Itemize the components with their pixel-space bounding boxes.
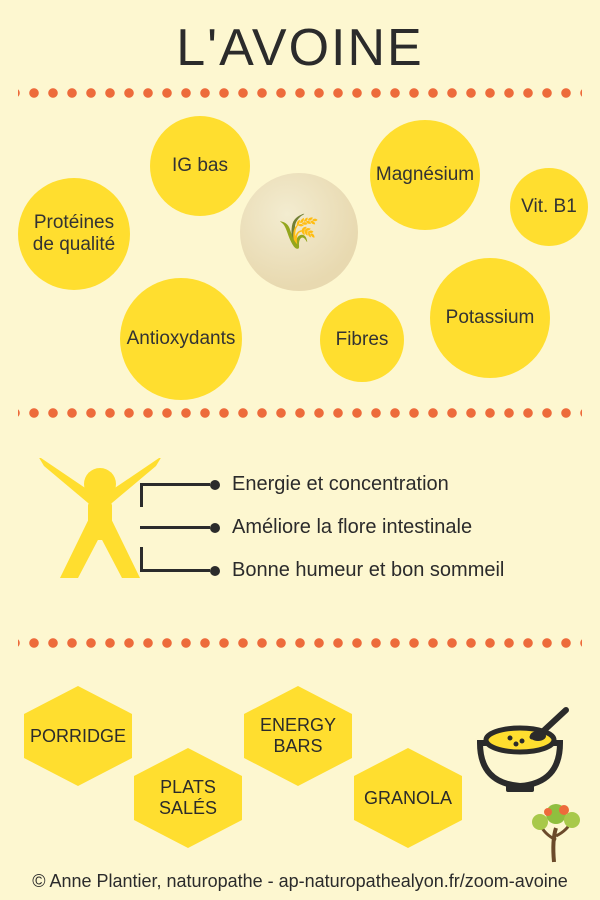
- nutrient-bubble: Magnésium: [370, 120, 480, 230]
- nutrient-bubble: IG bas: [150, 116, 250, 216]
- benefit-item: Bonne humeur et bon sommeil: [140, 559, 504, 582]
- benefit-text: Bonne humeur et bon sommeil: [232, 559, 504, 582]
- nutrient-bubble: Antioxydants: [120, 278, 242, 400]
- nutrient-bubble: Fibres: [320, 298, 404, 382]
- recipe-hex: PORRIDGE: [20, 686, 136, 786]
- recipe-hex: PLATS SALÉS: [130, 748, 246, 848]
- divider-dots: [18, 86, 582, 100]
- benefit-text: Energie et concentration: [232, 473, 449, 496]
- page-title: L'AVOINE: [0, 0, 600, 78]
- nutrient-bubble: Protéines de qualité: [18, 178, 130, 290]
- footer-credit: © Anne Plantier, naturopathe - ap-naturo…: [0, 871, 600, 892]
- benefits-section: Energie et concentration Améliore la flor…: [0, 428, 600, 628]
- recipe-hex: GRANOLA: [350, 748, 466, 848]
- benefit-text: Améliore la flore intestinale: [232, 516, 472, 539]
- hexes-section: PORRIDGEPLATS SALÉSENERGY BARSGRANOLA: [0, 658, 600, 868]
- recipe-hex: ENERGY BARS: [240, 686, 356, 786]
- divider-dots: [18, 406, 582, 420]
- bowl-icon: [470, 698, 570, 803]
- divider-dots: [18, 636, 582, 650]
- benefit-item: Améliore la flore intestinale: [140, 516, 504, 539]
- oat-photo: 🌾: [240, 173, 358, 291]
- benefit-item: Energie et concentration: [140, 473, 504, 496]
- tree-logo-icon: [526, 800, 586, 864]
- nutrient-bubble: Vit. B1: [510, 168, 588, 246]
- nutrient-bubble: Potassium: [430, 258, 550, 378]
- bubbles-section: Protéines de qualitéIG bas Magnésium Vit. …: [0, 108, 600, 398]
